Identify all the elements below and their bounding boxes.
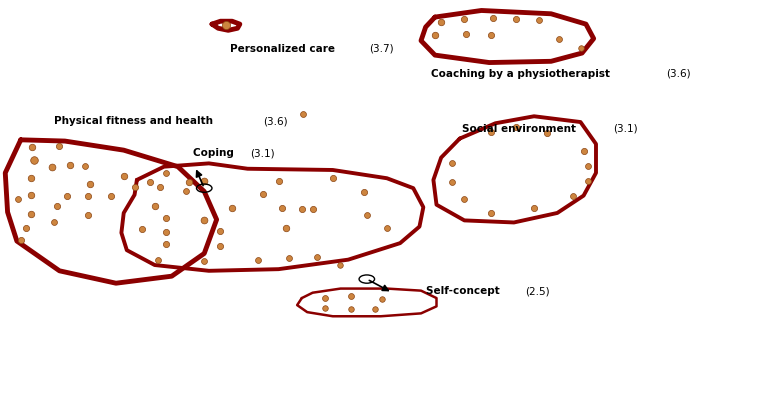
Point	[345, 306, 357, 312]
Point	[319, 295, 331, 302]
Point	[179, 188, 192, 195]
Point	[345, 292, 357, 299]
Point	[458, 15, 471, 22]
Point	[136, 226, 148, 233]
Point	[51, 203, 64, 209]
Point	[552, 35, 565, 42]
Text: Coping: Coping	[193, 149, 238, 158]
Point	[154, 184, 166, 191]
Point	[78, 163, 91, 169]
Point	[326, 175, 339, 181]
Point	[485, 128, 497, 135]
Point	[198, 178, 211, 184]
Point	[541, 129, 553, 136]
Point	[54, 143, 66, 149]
Point	[48, 219, 61, 226]
Point	[582, 178, 594, 184]
Point	[306, 206, 319, 212]
Point	[458, 196, 471, 202]
Point	[528, 205, 540, 211]
Point	[533, 17, 545, 23]
Text: (2.5): (2.5)	[525, 287, 550, 297]
Point	[198, 258, 211, 264]
Point	[159, 241, 172, 248]
Point	[297, 111, 309, 117]
Point	[220, 22, 232, 29]
Point	[117, 173, 130, 179]
Point	[253, 256, 265, 263]
Point	[577, 148, 590, 154]
Point	[435, 19, 448, 25]
Point	[485, 210, 497, 216]
Point	[574, 45, 587, 51]
Point	[357, 189, 370, 196]
Point	[566, 192, 579, 199]
Point	[198, 216, 211, 223]
Point	[257, 190, 270, 197]
Point	[148, 203, 161, 209]
Point	[61, 192, 73, 199]
Point	[376, 296, 388, 302]
Point	[381, 225, 393, 231]
Point	[214, 243, 226, 249]
Point	[159, 229, 172, 235]
Point	[25, 175, 37, 181]
Point	[582, 163, 594, 169]
Point	[46, 163, 58, 170]
Point	[485, 32, 497, 39]
Point	[15, 237, 27, 243]
Text: Self-concept: Self-concept	[426, 287, 503, 297]
Point	[144, 179, 156, 186]
Point	[25, 211, 37, 218]
Text: (3.6): (3.6)	[263, 116, 287, 126]
Text: (3.1): (3.1)	[251, 149, 275, 158]
Point	[487, 15, 500, 21]
Point	[20, 225, 33, 231]
Text: Physical fitness and health: Physical fitness and health	[54, 116, 217, 126]
Point	[84, 181, 96, 187]
Point	[368, 306, 381, 312]
Point	[159, 215, 172, 222]
Point	[25, 191, 37, 198]
Point	[12, 196, 25, 202]
Text: (3.7): (3.7)	[369, 44, 394, 54]
Text: (3.1): (3.1)	[613, 124, 638, 134]
Point	[275, 205, 287, 211]
Point	[446, 160, 458, 167]
Point	[82, 193, 94, 200]
Point	[28, 157, 40, 164]
Point	[460, 30, 472, 37]
Point	[429, 32, 441, 39]
Text: Personalized care: Personalized care	[230, 44, 339, 54]
Point	[183, 179, 195, 186]
Text: (3.6): (3.6)	[666, 69, 691, 79]
Point	[510, 124, 522, 131]
Point	[159, 170, 172, 176]
Point	[334, 262, 347, 268]
Point	[280, 225, 292, 231]
Point	[273, 178, 285, 184]
Point	[283, 255, 295, 262]
Text: Coaching by a physiotherapist: Coaching by a physiotherapist	[431, 69, 614, 79]
Point	[152, 256, 164, 263]
Point	[319, 305, 331, 311]
Point	[446, 179, 458, 186]
Point	[128, 184, 141, 191]
Point	[26, 144, 39, 150]
Point	[295, 206, 308, 212]
Text: Social environment: Social environment	[462, 124, 580, 134]
Point	[105, 192, 117, 199]
Point	[63, 161, 75, 168]
Point	[82, 212, 94, 219]
Point	[510, 15, 522, 22]
Point	[226, 205, 239, 211]
Point	[361, 212, 373, 219]
Point	[214, 228, 226, 234]
Point	[311, 253, 323, 260]
